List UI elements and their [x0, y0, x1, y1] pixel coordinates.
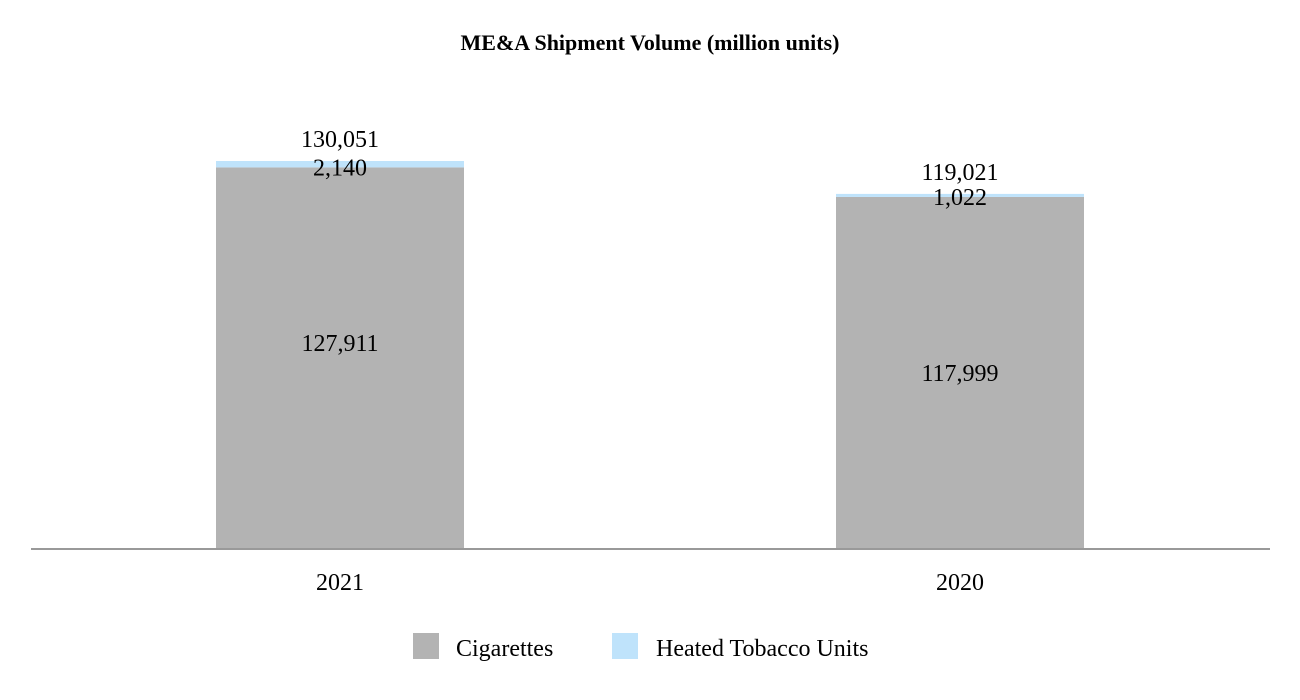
value-label-heated-tobacco-2020: 1,022	[933, 185, 987, 211]
bar-segment-heated-tobacco-units-2021	[216, 161, 464, 168]
x-tick-label-2020: 2020	[936, 570, 984, 596]
x-tick-label-2021: 2021	[316, 570, 364, 596]
value-label-cigarettes-2020: 117,999	[921, 361, 998, 387]
legend-label-heated-tobacco-units: Heated Tobacco Units	[656, 636, 868, 662]
bar-segment-cigarettes-2020	[836, 196, 1084, 549]
bar-segment-cigarettes-2021	[216, 167, 464, 549]
legend: Cigarettes Heated Tobacco Units	[413, 633, 868, 662]
legend-swatch-heated-tobacco-units	[612, 633, 638, 659]
x-tick-labels: 2021 2020	[316, 570, 984, 596]
bar-segment-heated-tobacco-units-2020	[836, 193, 1084, 197]
value-label-total-2021: 130,051	[301, 127, 379, 153]
value-label-cigarettes-2021: 127,911	[301, 331, 378, 357]
chart-title: ME&A Shipment Volume (million units)	[461, 30, 840, 55]
legend-item-cigarettes: Cigarettes	[413, 633, 553, 662]
legend-swatch-cigarettes	[413, 633, 439, 659]
value-label-total-2020: 119,021	[921, 160, 998, 186]
legend-label-cigarettes: Cigarettes	[456, 636, 553, 662]
legend-item-heated-tobacco-units: Heated Tobacco Units	[612, 633, 868, 662]
value-label-heated-tobacco-2021: 2,140	[313, 155, 367, 181]
bars-layer	[216, 161, 1084, 549]
